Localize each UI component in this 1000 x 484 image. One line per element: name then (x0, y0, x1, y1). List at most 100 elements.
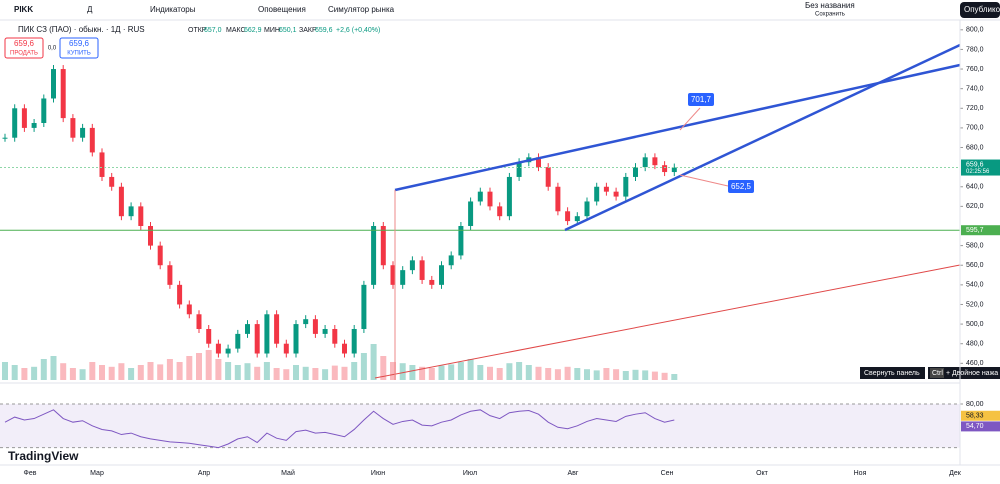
volume-bar (613, 369, 620, 380)
interval[interactable]: Д (87, 5, 93, 14)
candle (118, 186, 124, 217)
volume-bar (312, 368, 319, 380)
candle (274, 314, 280, 344)
volume-bar (293, 365, 299, 380)
tooltip (860, 367, 925, 379)
callout-label: 701,7 (691, 95, 712, 104)
layout-status[interactable]: Сохранить (815, 12, 845, 18)
x-tick-label: Мар (90, 470, 104, 477)
volume-bar (622, 371, 629, 380)
callout (688, 93, 714, 106)
rsi-line (4, 409, 675, 449)
volume-bar (176, 362, 183, 380)
rsi-band (0, 404, 960, 448)
price-badge-label: 595,7 (966, 227, 984, 234)
volume-bar (351, 362, 358, 380)
volume-bar (477, 365, 484, 380)
l: 650,1 (279, 27, 297, 34)
volume-bar (263, 362, 270, 380)
x-tick-label: Авг (568, 470, 579, 477)
candle (235, 333, 241, 349)
volume-bar (545, 368, 552, 380)
volume-bar (40, 359, 47, 380)
publish-button[interactable] (960, 2, 1000, 18)
candle (21, 108, 27, 128)
brand[interactable]: TradingView (8, 449, 79, 463)
tooltip-text: Свернуть панель (864, 370, 920, 377)
candle (390, 265, 396, 285)
volume-bar (157, 364, 164, 380)
buy-price[interactable]: 659,6 (69, 39, 90, 48)
candle (429, 279, 435, 285)
candle (487, 191, 493, 207)
candle (633, 167, 638, 177)
volume-bar (360, 353, 367, 380)
candle (138, 206, 144, 226)
volume-bar (487, 366, 493, 380)
key (930, 368, 944, 378)
volume-bar (419, 366, 426, 380)
volume-bar (244, 363, 251, 380)
volume-bar (467, 359, 474, 380)
callout (728, 180, 754, 193)
candle (497, 206, 503, 217)
volume-bar (21, 368, 28, 380)
candle (652, 157, 658, 166)
volume-bar (370, 344, 377, 380)
candle (342, 343, 347, 354)
o: 657,0 (204, 27, 222, 34)
volume-bar (554, 369, 561, 380)
alerts[interactable]: Оповещения (258, 5, 306, 14)
sell-price[interactable]: 659,6 (14, 39, 35, 48)
candle (80, 127, 86, 138)
buy-label[interactable]: КУПИТЬ (67, 51, 91, 57)
candle (662, 165, 668, 173)
volume-bar (564, 366, 571, 380)
candle (623, 176, 629, 197)
candle (409, 260, 415, 271)
x-tick-label: Июн (371, 470, 385, 477)
candle (70, 118, 76, 138)
publish-label[interactable]: Опублико (964, 5, 1000, 14)
volume-bar (147, 362, 154, 380)
replay[interactable]: Симулятор рынка (328, 5, 395, 14)
candle (206, 328, 212, 344)
indicators[interactable]: Индикаторы (150, 5, 196, 14)
h-label: МАКС (226, 27, 246, 34)
volume-bar (234, 365, 241, 380)
volume-bar (380, 356, 387, 380)
candle (613, 191, 619, 197)
candle (215, 343, 221, 354)
symbol[interactable]: PIKK (14, 5, 33, 14)
candle (545, 167, 551, 187)
candle (225, 348, 231, 354)
candle (283, 343, 289, 354)
candle (312, 319, 318, 334)
layout-name[interactable]: Без названия (805, 1, 855, 10)
trendline[interactable] (564, 43, 961, 232)
sell-label[interactable]: ПРОДАТЬ (10, 51, 38, 57)
sell-button[interactable] (4, 37, 44, 59)
volume-bar (2, 362, 8, 380)
buy-button[interactable] (59, 37, 99, 59)
y-tick-label: 720,0 (966, 105, 984, 112)
trendline[interactable] (374, 264, 961, 379)
volume-bar (399, 363, 406, 380)
trendline[interactable] (394, 63, 961, 192)
candle (371, 225, 377, 285)
l-label: МИН (264, 27, 280, 34)
x-tick-label: Окт (756, 470, 769, 477)
candle (99, 152, 105, 177)
y-tick-label: 740,0 (966, 86, 984, 93)
volume-bar (79, 369, 86, 380)
candle (89, 127, 95, 153)
spread: 0,0 (48, 46, 57, 52)
volume-bar (341, 366, 348, 380)
volume-bar (60, 363, 67, 380)
volume-bar (525, 365, 532, 380)
volume-bar (283, 369, 290, 380)
volume-bar (603, 368, 610, 380)
c: 659,6 (315, 27, 333, 34)
volume-bar (516, 362, 523, 380)
